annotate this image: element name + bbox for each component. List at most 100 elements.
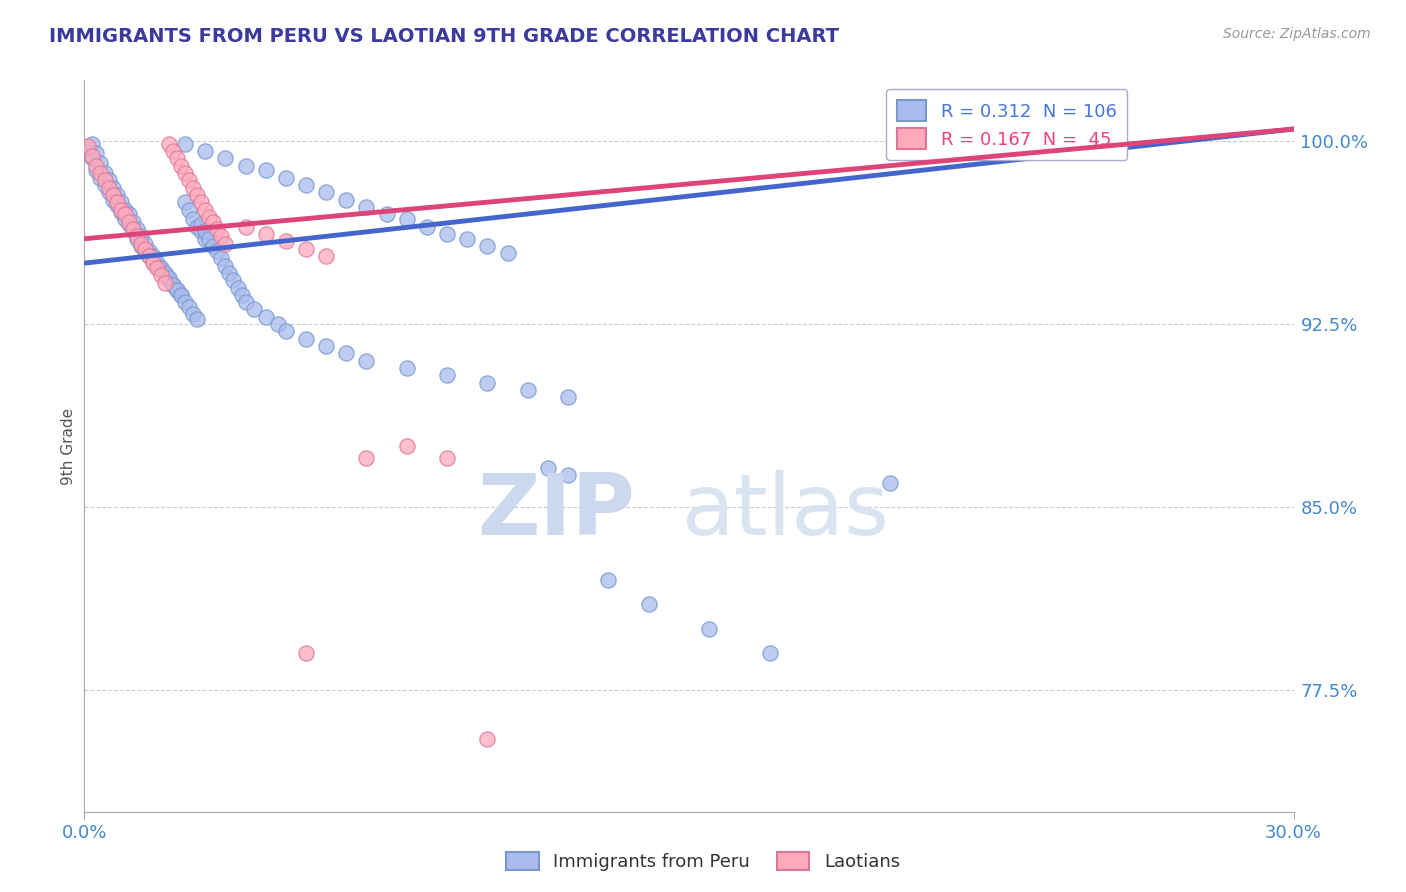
Point bbox=[274, 170, 297, 185]
Point bbox=[82, 151, 104, 165]
Point bbox=[395, 439, 418, 453]
Point bbox=[242, 302, 264, 317]
Point bbox=[170, 288, 193, 302]
Point bbox=[77, 139, 100, 153]
Point bbox=[125, 222, 148, 236]
Point bbox=[226, 280, 249, 294]
Point bbox=[557, 468, 579, 483]
Point bbox=[174, 166, 197, 180]
Point bbox=[436, 451, 458, 466]
Point bbox=[516, 383, 538, 397]
Y-axis label: 9th Grade: 9th Grade bbox=[60, 408, 76, 484]
Point bbox=[254, 227, 277, 241]
Text: Source: ZipAtlas.com: Source: ZipAtlas.com bbox=[1223, 27, 1371, 41]
Point bbox=[86, 159, 108, 173]
Point bbox=[110, 195, 132, 210]
Point bbox=[356, 200, 378, 214]
Point bbox=[222, 273, 245, 287]
Point bbox=[89, 170, 111, 185]
Point bbox=[149, 260, 172, 275]
Text: IMMIGRANTS FROM PERU VS LAOTIAN 9TH GRADE CORRELATION CHART: IMMIGRANTS FROM PERU VS LAOTIAN 9TH GRAD… bbox=[49, 27, 839, 45]
Point bbox=[89, 156, 111, 170]
Point bbox=[202, 239, 225, 253]
Point bbox=[86, 163, 108, 178]
Text: atlas: atlas bbox=[682, 470, 890, 553]
Legend: Immigrants from Peru, Laotians: Immigrants from Peru, Laotians bbox=[499, 845, 907, 879]
Point bbox=[697, 622, 720, 636]
Point bbox=[118, 207, 141, 221]
Point bbox=[395, 361, 418, 376]
Point bbox=[101, 193, 124, 207]
Point bbox=[194, 224, 217, 238]
Point bbox=[315, 186, 337, 200]
Point bbox=[129, 236, 152, 251]
Point bbox=[179, 173, 201, 187]
Point bbox=[121, 222, 143, 236]
Point bbox=[194, 232, 217, 246]
Point bbox=[97, 186, 120, 200]
Point bbox=[77, 142, 100, 156]
Point bbox=[97, 173, 120, 187]
Point bbox=[157, 273, 180, 287]
Point bbox=[231, 288, 253, 302]
Point bbox=[235, 159, 257, 173]
Point bbox=[315, 339, 337, 353]
Point bbox=[162, 144, 184, 158]
Point bbox=[214, 236, 236, 251]
Point bbox=[356, 451, 378, 466]
Point bbox=[758, 646, 780, 660]
Point bbox=[146, 259, 169, 273]
Point bbox=[166, 283, 188, 297]
Point bbox=[114, 202, 136, 217]
Point bbox=[105, 197, 128, 211]
Point bbox=[214, 151, 236, 165]
Point bbox=[198, 210, 221, 224]
Point bbox=[202, 215, 225, 229]
Point bbox=[598, 573, 620, 587]
Point bbox=[162, 278, 184, 293]
Point bbox=[194, 144, 217, 158]
Point bbox=[146, 260, 169, 275]
Point bbox=[267, 317, 290, 331]
Point bbox=[129, 229, 152, 244]
Point bbox=[118, 215, 141, 229]
Point bbox=[101, 180, 124, 194]
Point bbox=[153, 268, 176, 283]
Point bbox=[142, 256, 165, 270]
Point bbox=[477, 239, 499, 253]
Point bbox=[82, 149, 104, 163]
Point bbox=[477, 376, 499, 390]
Point bbox=[134, 236, 156, 251]
Point bbox=[153, 266, 176, 280]
Point bbox=[97, 180, 120, 194]
Point bbox=[174, 195, 197, 210]
Point bbox=[93, 178, 115, 193]
Legend: R = 0.312  N = 106, R = 0.167  N =  45: R = 0.312 N = 106, R = 0.167 N = 45 bbox=[886, 89, 1128, 160]
Point bbox=[207, 222, 229, 236]
Point bbox=[153, 276, 176, 290]
Point bbox=[93, 166, 115, 180]
Point bbox=[274, 325, 297, 339]
Point bbox=[194, 202, 217, 217]
Point bbox=[138, 244, 160, 258]
Point bbox=[174, 136, 197, 151]
Point bbox=[537, 461, 560, 475]
Point bbox=[637, 598, 659, 612]
Point bbox=[86, 146, 108, 161]
Point bbox=[879, 475, 901, 490]
Point bbox=[335, 193, 357, 207]
Point bbox=[209, 229, 232, 244]
Point bbox=[157, 136, 180, 151]
Point bbox=[186, 312, 208, 326]
Point bbox=[118, 217, 141, 231]
Point bbox=[190, 224, 212, 238]
Point bbox=[121, 224, 143, 238]
Point bbox=[190, 217, 212, 231]
Point bbox=[254, 310, 277, 324]
Point bbox=[146, 256, 169, 270]
Point bbox=[149, 268, 172, 283]
Point bbox=[181, 212, 204, 227]
Point bbox=[170, 288, 193, 302]
Point bbox=[557, 390, 579, 404]
Point bbox=[436, 227, 458, 241]
